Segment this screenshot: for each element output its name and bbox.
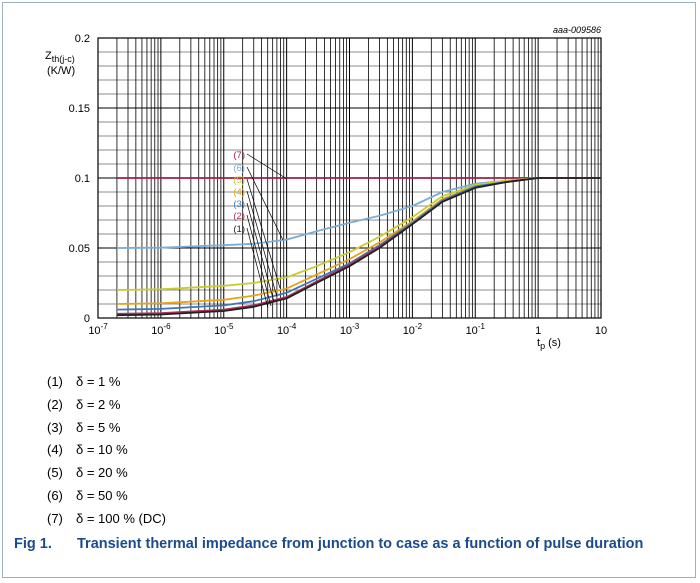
x-tick-label: 10-4 [277,322,297,337]
x-axis-label: tp (s) [537,337,561,351]
caption-text: Transient thermal impedance from junctio… [77,536,644,552]
callout-leader-line [246,227,269,309]
legend-item: (1) δ = 1 % [47,372,166,395]
caption-number: Fig 1. [14,536,52,552]
legend: (1) δ = 1 % (2) δ = 2 % (3) δ = 5 % (4) δ = … [47,372,166,532]
curve-label: (5) [233,175,245,186]
y-tick-label: 0.05 [69,243,90,255]
x-tick-label: 10 [595,325,607,337]
legend-item: (7) δ = 100 % (DC) [47,509,166,532]
curve-label: (3) [233,199,245,210]
curve-label: (4) [233,187,245,198]
legend-number: (7) [47,510,63,526]
legend-item: (5) δ = 20 % [47,463,166,486]
legend-number: (1) [47,374,63,389]
figure-id: aaa-009586 [553,25,601,35]
y-tick-label: 0.2 [75,33,90,45]
y-axis-unit: (K/W) [47,65,75,77]
series-line [116,177,601,291]
curve-label: (2) [233,211,245,222]
series-line [116,177,601,317]
legend-text: δ = 20 % [76,465,128,481]
x-tick-label: 10-2 [403,322,423,337]
legend-number: (3) [47,419,63,435]
callout-leader-line [246,178,281,289]
callout-leader-line [246,190,278,298]
legend-text: δ = 5 % [76,419,121,435]
figure-frame [2,2,696,578]
callout-leader-line [246,214,272,307]
legend-number: (5) [47,465,63,481]
y-tick-label: 0.15 [69,103,90,115]
legend-number: (4) [47,442,63,458]
x-tick-label: 10-5 [214,322,234,337]
x-tick-label: 1 [535,325,541,337]
legend-text: δ = 50 % [76,487,128,503]
legend-item: (3) δ = 5 % [47,418,166,441]
chart: 0 0.05 0.1 0.15 0.2 10-7 10-6 10-5 10-4 10-3 10-2 1… [45,25,607,351]
callout-leader-line [246,153,288,180]
legend-item: (4) δ = 10 % [47,440,166,463]
legend-number: (2) [47,396,63,412]
curve-label: (6) [233,163,245,174]
y-tick-label: 0 [84,313,90,325]
legend-text: δ = 1 % [76,374,121,389]
legend-text: δ = 2 % [76,396,121,412]
legend-text: δ = 100 % (DC) [76,510,166,526]
callout-leader-line [246,202,275,303]
legend-item: (6) δ = 50 % [47,486,166,509]
y-tick-label: 0.1 [75,173,90,185]
x-tick-label: 10-1 [466,322,486,337]
curve-label: (1) [233,224,245,235]
legend-number: (6) [47,487,63,503]
callout-leader-line [246,166,284,241]
x-tick-label: 10-6 [151,322,171,337]
legend-text: δ = 10 % [76,442,128,458]
curve-label: (7) [233,150,245,161]
legend-item: (2) δ = 2 % [47,395,166,418]
x-tick-label: 10-3 [340,322,360,337]
y-axis-label: Zth(j-c) [45,50,75,64]
x-tick-label: 10-7 [88,322,108,337]
